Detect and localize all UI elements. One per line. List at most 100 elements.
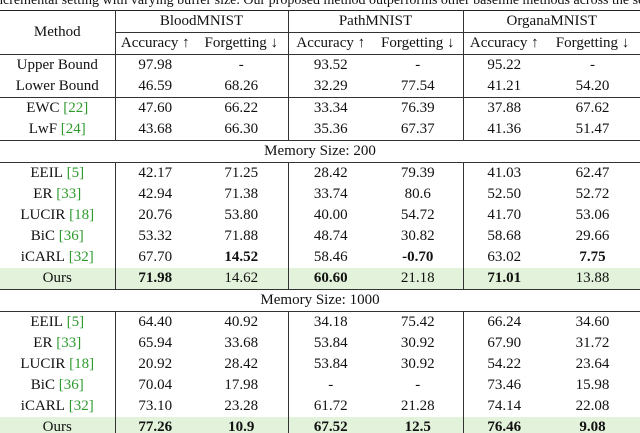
value-text: 43.68 <box>138 121 173 137</box>
metric-row: Accuracy ↑ Forgetting ↓ Accuracy ↑ Forgetti… <box>0 32 640 55</box>
value-text: 70.04 <box>138 377 173 393</box>
data-row: Upper Bound 97.98 - 93.52 - 95.22 - <box>0 54 640 76</box>
value-cell: 80.6 <box>373 184 463 205</box>
citation: [33] <box>56 335 82 351</box>
value-cell: 66.22 <box>195 97 288 119</box>
value-text: 20.92 <box>138 356 173 372</box>
value-cell: 54.20 <box>545 76 640 98</box>
value-text: 41.03 <box>487 165 522 181</box>
value-cell: 75.42 <box>373 311 463 333</box>
value-cell: 67.90 <box>462 333 545 354</box>
method-name: iCARL <box>20 249 65 265</box>
method-cell: EEIL [5] <box>0 162 115 184</box>
metric-header: Forgetting ↓ <box>204 35 278 51</box>
method-cell: Lower Bound <box>0 76 115 98</box>
value-text: 67.70 <box>138 249 173 265</box>
value-text: 80.6 <box>404 186 431 202</box>
value-cell: 21.28 <box>373 396 463 417</box>
dataset-header: OrganaMNIST <box>462 10 640 33</box>
value-cell: 76.39 <box>373 97 463 119</box>
value-text: 29.66 <box>575 228 610 244</box>
value-cell: 58.46 <box>287 247 373 268</box>
value-cell: 29.66 <box>545 226 640 247</box>
data-row: Ours 71.98 14.62 60.60 21.18 71.01 13.88 <box>0 268 640 290</box>
value-cell: 42.17 <box>114 162 195 184</box>
value-cell: 40.92 <box>195 311 288 333</box>
value-text: - <box>590 57 595 73</box>
value-text: 22.08 <box>575 398 610 414</box>
value-text: 62.47 <box>575 165 610 181</box>
method-name: ER <box>33 186 53 202</box>
value-text: 41.36 <box>487 121 522 137</box>
value-cell: 93.52 <box>287 54 373 76</box>
value-cell: 77.26 <box>114 417 195 433</box>
value-cell: 21.18 <box>373 268 463 290</box>
value-cell: 60.60 <box>287 268 373 290</box>
value-cell: 42.94 <box>114 184 195 205</box>
value-cell: 71.88 <box>195 226 288 247</box>
value-text: 52.50 <box>487 186 522 202</box>
method-name: BiC <box>30 228 55 244</box>
section-row: Memory Size: 1000 <box>0 289 640 312</box>
value-text: 30.92 <box>400 335 435 351</box>
value-text: - <box>238 57 244 73</box>
value-text: 17.98 <box>224 377 259 393</box>
citation: [36] <box>58 228 84 244</box>
value-text: 71.88 <box>224 228 259 244</box>
value-text: - <box>415 377 421 393</box>
data-row: BiC [36] 53.32 71.88 48.74 30.82 58.68 29.66 <box>0 226 640 247</box>
value-cell: 47.60 <box>114 97 195 119</box>
value-cell: 12.5 <box>373 417 463 433</box>
data-row: LwF [24] 43.68 66.30 35.36 67.37 41.36 51.47 <box>0 119 640 141</box>
value-cell: 73.10 <box>114 396 195 417</box>
value-text: 58.46 <box>313 249 348 265</box>
value-cell: 43.68 <box>114 119 195 141</box>
value-text: 20.76 <box>138 207 173 223</box>
value-cell: 54.72 <box>373 205 463 226</box>
value-cell: 14.62 <box>195 268 288 290</box>
value-cell: 23.64 <box>545 354 640 375</box>
value-text: 42.17 <box>138 165 173 181</box>
value-text: 42.94 <box>138 186 173 202</box>
value-cell: 46.59 <box>114 76 195 98</box>
data-row: EEIL [5] 64.40 40.92 34.18 75.42 66.24 34.60 <box>0 311 640 333</box>
value-text: 31.72 <box>575 335 610 351</box>
value-text: 71.25 <box>224 165 259 181</box>
value-text: 14.52 <box>224 249 259 265</box>
citation: [18] <box>69 356 95 372</box>
value-text: 28.42 <box>313 165 348 181</box>
value-cell: 61.72 <box>287 396 373 417</box>
citation: [22] <box>63 100 89 116</box>
section-label: Memory Size: 200 <box>0 140 640 163</box>
value-cell: 28.42 <box>287 162 373 184</box>
value-text: 23.28 <box>224 398 259 414</box>
value-text: 14.62 <box>224 270 259 286</box>
value-cell: 67.52 <box>287 417 373 433</box>
value-text: 10.9 <box>228 419 255 433</box>
value-cell: 52.50 <box>462 184 545 205</box>
value-cell: -0.70 <box>373 247 463 268</box>
value-text: 30.82 <box>400 228 435 244</box>
value-text: 75.42 <box>400 314 435 330</box>
value-text: 21.28 <box>400 398 435 414</box>
citation: [5] <box>66 165 85 181</box>
method-cell: LwF [24] <box>0 119 115 141</box>
value-cell: - <box>287 375 373 396</box>
value-cell: 30.82 <box>373 226 463 247</box>
value-cell: 95.22 <box>462 54 545 76</box>
value-text: 58.68 <box>487 228 522 244</box>
value-cell: 63.02 <box>462 247 545 268</box>
data-row: EWC [22] 47.60 66.22 33.34 76.39 37.88 67.62 <box>0 97 640 119</box>
value-text: 41.70 <box>487 207 522 223</box>
value-text: 66.30 <box>224 121 259 137</box>
value-text: 67.52 <box>313 419 348 433</box>
value-text: 32.29 <box>313 78 348 94</box>
method-name: EEIL <box>30 165 63 181</box>
citation: [32] <box>68 398 94 414</box>
citation: [32] <box>68 249 94 265</box>
value-cell: 30.92 <box>373 333 463 354</box>
citation: [33] <box>56 186 82 202</box>
value-text: 61.72 <box>313 398 348 414</box>
value-cell: 54.22 <box>462 354 545 375</box>
value-cell: 33.68 <box>195 333 288 354</box>
